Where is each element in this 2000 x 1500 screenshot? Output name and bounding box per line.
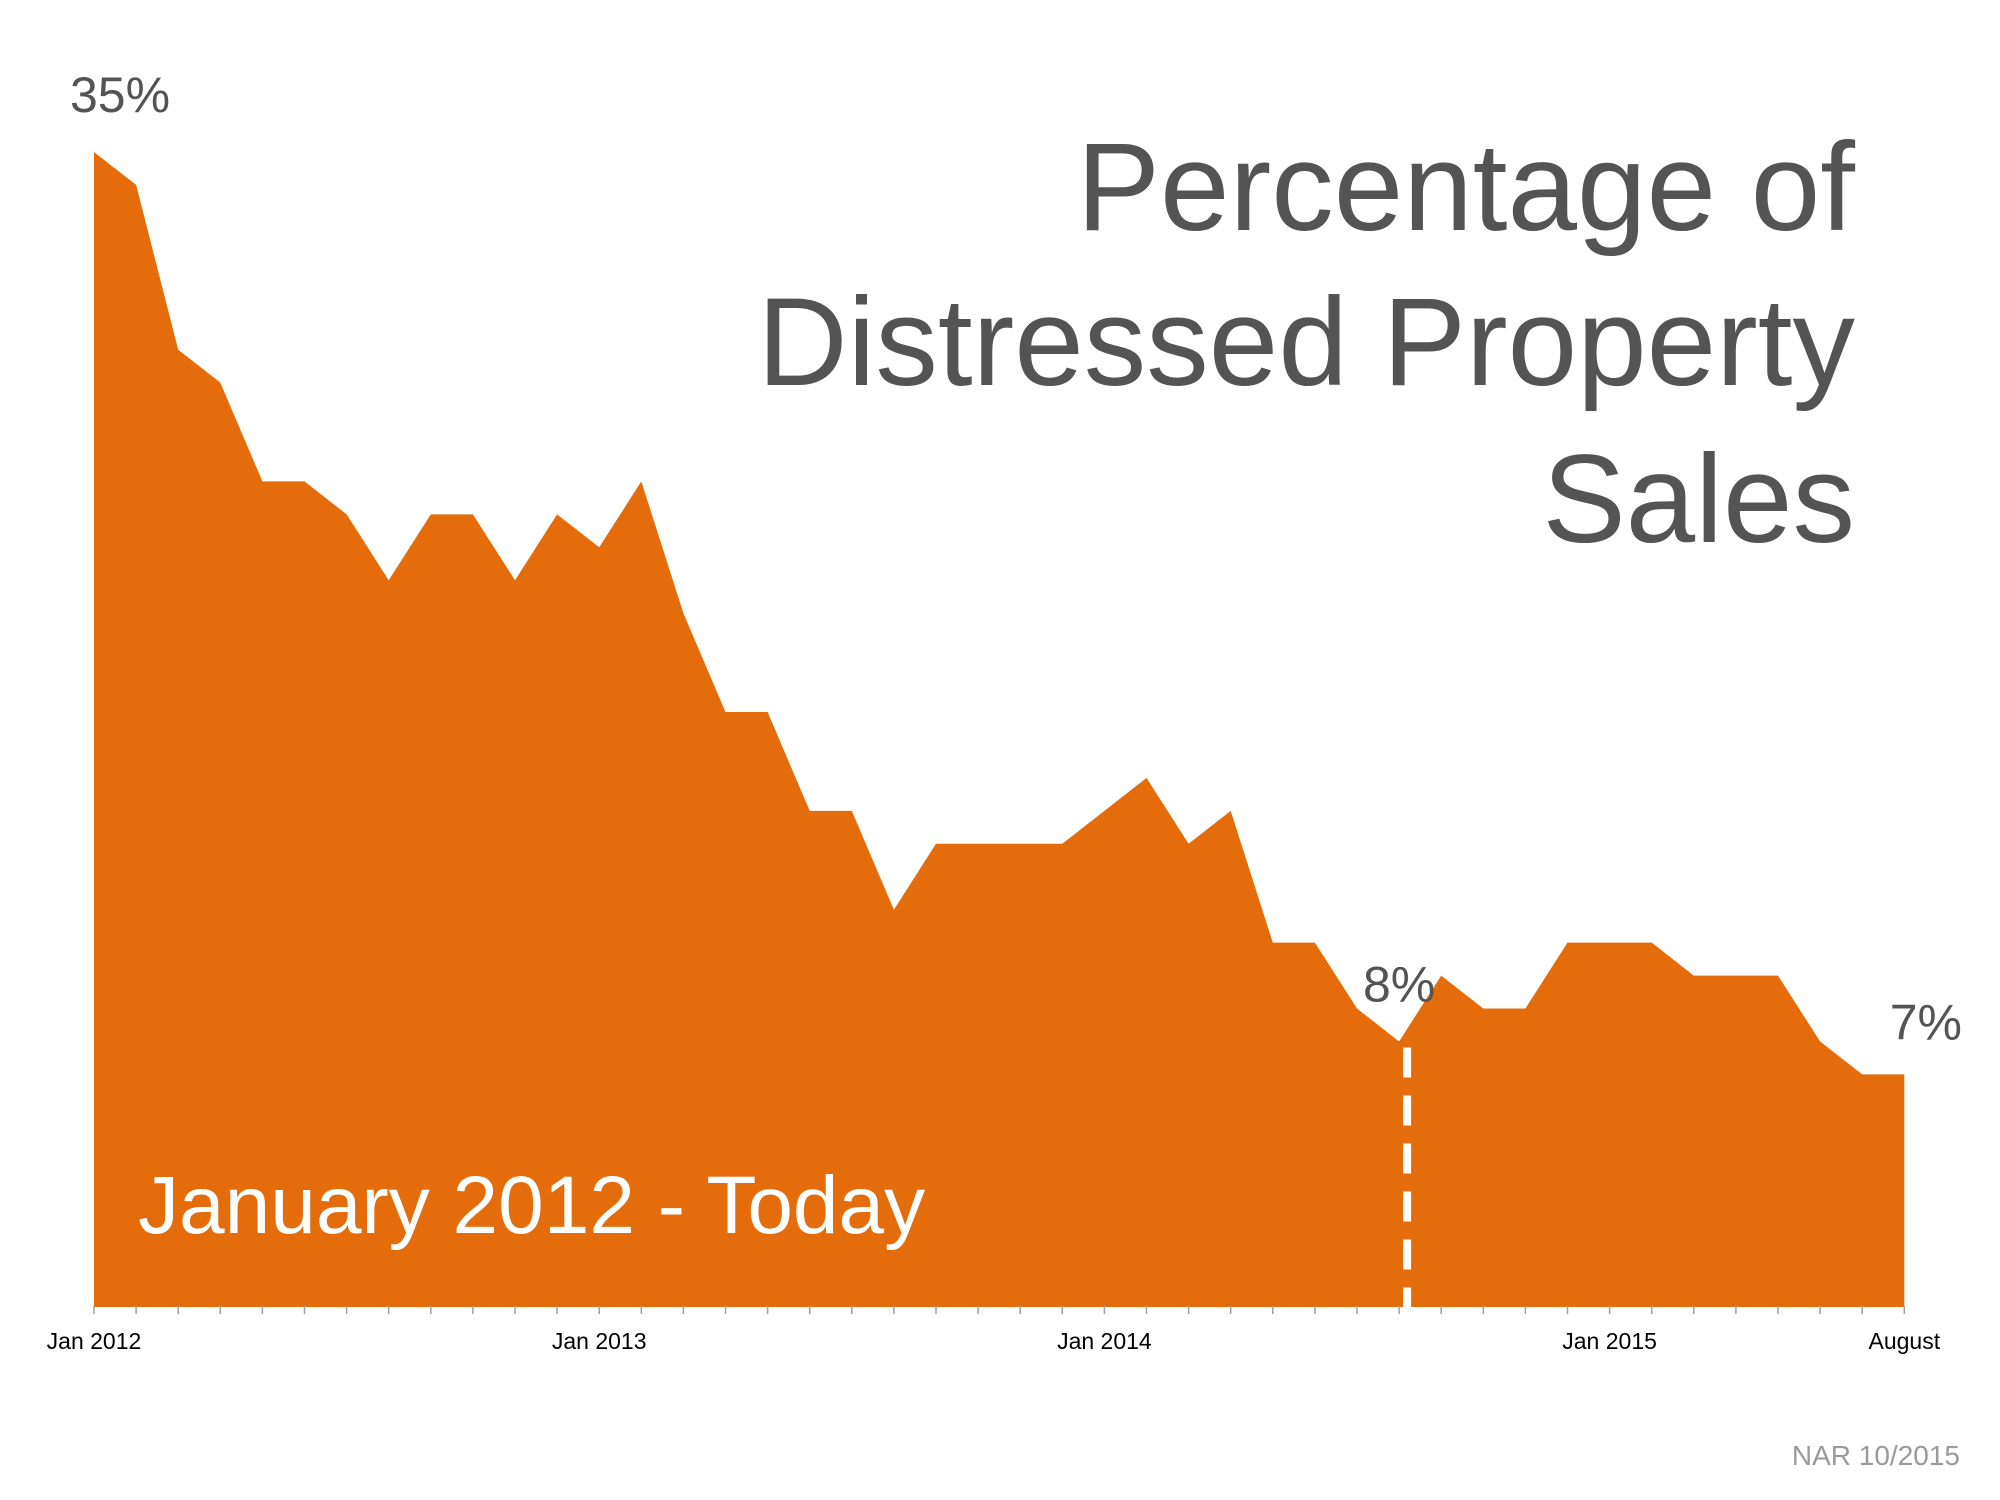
data-label: 35% — [70, 67, 170, 123]
x-tick-label: Jan 2014 — [1057, 1328, 1152, 1354]
chart-title-line-3: Sales — [1542, 430, 1855, 569]
x-axis-ticks — [93, 1306, 1906, 1314]
x-tick-label: Jan 2012 — [47, 1328, 142, 1354]
x-tick-label: Jan 2015 — [1562, 1328, 1657, 1354]
chart-title-line-2: Distressed Property — [757, 273, 1855, 412]
data-label: 7% — [1890, 994, 1962, 1050]
area-series — [94, 152, 1905, 1305]
x-tick-label: August — [1868, 1328, 1940, 1354]
chart-title-line-1: Percentage of — [1077, 118, 1856, 257]
x-tick-label: Jan 2013 — [552, 1328, 647, 1354]
data-labels: 35% 8% 7% — [70, 67, 1962, 1050]
data-label: 8% — [1363, 956, 1435, 1012]
chart-subtitle: January 2012 - Today — [138, 1160, 925, 1251]
source-note: NAR 10/2015 — [1792, 1440, 1960, 1471]
x-axis-tick-labels: Jan 2012 Jan 2013 Jan 2014 Jan 2015 August — [47, 1328, 1941, 1354]
